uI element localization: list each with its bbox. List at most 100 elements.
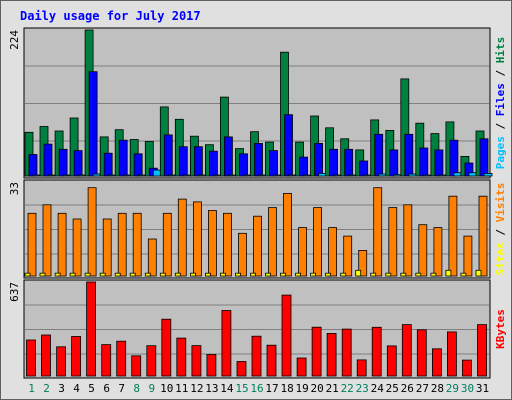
sites-bar <box>54 272 61 277</box>
visits-bar <box>253 215 262 277</box>
files-bar <box>299 156 309 177</box>
kbytes-bar <box>446 331 457 377</box>
x-tick-label: 18 <box>280 382 293 395</box>
sites-bar <box>159 272 166 277</box>
x-axis-tick-labels: 1 2 3 4 5 6 7 8 9 10 11 12 13 14 15 16 17 18 19 20 21 22 23 24 2… <box>28 382 489 395</box>
x-tick-label: 9 <box>148 382 155 395</box>
sites-bar <box>355 269 362 277</box>
visits-bar <box>177 198 187 277</box>
pages-bar <box>483 172 493 177</box>
files-bar <box>404 133 414 177</box>
sites-bar <box>129 272 136 277</box>
files-bar <box>329 148 339 177</box>
sites-bar <box>174 272 181 277</box>
sites-bar <box>430 272 437 277</box>
sites-bar <box>400 272 407 277</box>
visits-bar <box>57 212 67 277</box>
x-tick-label: 29 <box>446 382 459 395</box>
chart-title: Daily usage for July 2017 <box>20 9 201 23</box>
visits-bar <box>403 204 413 277</box>
kbytes-bar <box>26 339 36 377</box>
legend-panel-1: Pages / Files / Hits <box>494 37 507 170</box>
x-tick-label: 6 <box>103 382 110 395</box>
visits-bar <box>102 218 112 277</box>
sites-bar <box>310 272 317 277</box>
visits-bar <box>433 227 443 277</box>
visits-bar <box>298 227 308 277</box>
kbytes-bar <box>416 329 427 377</box>
files-bar <box>434 149 444 177</box>
sites-bar <box>99 272 106 277</box>
kbytes-bar <box>161 318 172 377</box>
kbytes-bar <box>311 326 322 377</box>
visits-bar <box>463 235 473 277</box>
kbytes-bar <box>86 281 96 377</box>
visits-bar <box>418 224 428 277</box>
kbytes-bar <box>281 294 292 377</box>
sites-bar <box>24 272 31 277</box>
legend-kbytes: KBytes <box>494 309 507 349</box>
files-bar <box>208 150 218 177</box>
sites-bar <box>415 272 422 277</box>
files-bar <box>344 148 354 177</box>
kbytes-bar <box>326 332 337 377</box>
files-bar <box>269 150 278 177</box>
files-bar <box>133 153 143 177</box>
x-tick-label: 24 <box>371 382 385 395</box>
files-bar <box>239 153 248 177</box>
kbytes-bar <box>221 310 232 377</box>
visits-bar <box>132 212 142 277</box>
x-tick-label: 10 <box>160 382 173 395</box>
files-bar <box>359 160 369 177</box>
sites-bar <box>280 272 286 277</box>
kbytes-bar <box>401 324 412 377</box>
legend-sites: Sites <box>494 242 507 275</box>
kbytes-bar <box>477 324 487 377</box>
kbytes-bar <box>176 337 187 377</box>
panel-1-bars <box>24 29 493 177</box>
x-tick-label: 28 <box>431 382 444 395</box>
sites-bar <box>385 272 392 277</box>
kbytes-bar <box>116 340 127 377</box>
files-bar <box>58 148 68 177</box>
visits-bar <box>358 249 368 277</box>
visits-bar <box>343 235 353 277</box>
x-tick-label: 11 <box>175 382 188 395</box>
legend-panel-2: Sites / Visits <box>494 183 507 276</box>
x-tick-label: 1 <box>28 382 35 395</box>
sites-bar <box>114 272 121 277</box>
visits-bar <box>238 232 247 277</box>
files-bar <box>479 138 489 177</box>
kbytes-bar <box>371 326 382 377</box>
files-bar <box>163 134 173 177</box>
legend-separator: / <box>494 222 507 242</box>
visits-bar <box>478 195 488 277</box>
files-bar <box>88 71 98 177</box>
panel-2-bars <box>24 187 488 277</box>
sites-bar <box>475 269 482 277</box>
x-tick-label: 15 <box>235 382 248 395</box>
visits-bar <box>222 212 232 277</box>
visits-bar <box>72 218 82 277</box>
x-tick-label: 12 <box>190 382 203 395</box>
visits-bar <box>192 201 202 277</box>
sites-bar <box>189 272 196 277</box>
x-tick-label: 26 <box>401 382 414 395</box>
x-tick-label: 31 <box>476 382 489 395</box>
x-tick-label: 21 <box>326 382 339 395</box>
x-tick-label: 20 <box>310 382 323 395</box>
kbytes-bar <box>341 328 352 377</box>
sites-bar <box>204 272 211 277</box>
kbytes-bar <box>101 344 112 377</box>
y-axis-max-label: 33 <box>8 182 21 195</box>
sites-bar <box>235 272 241 277</box>
sites-bar <box>340 272 347 277</box>
kbytes-bar <box>386 345 397 377</box>
visits-bar <box>42 204 52 277</box>
sites-bar <box>219 272 226 277</box>
sites-bar <box>445 269 452 277</box>
x-tick-label: 4 <box>73 382 80 395</box>
visits-bar <box>147 238 157 277</box>
